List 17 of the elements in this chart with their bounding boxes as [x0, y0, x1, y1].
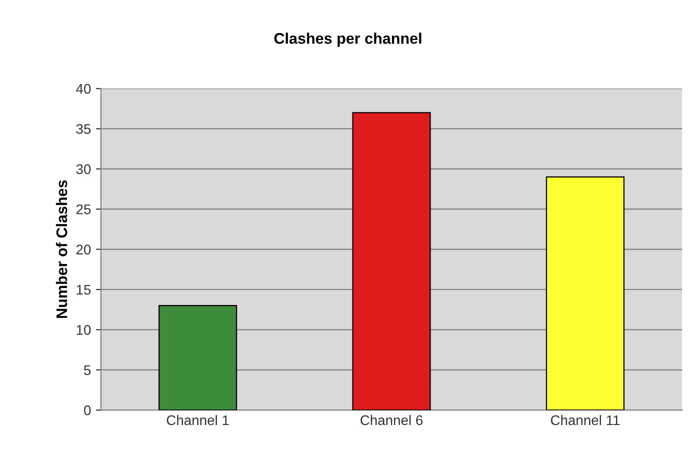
- y-tick-label: 25: [76, 204, 91, 214]
- y-tick-label: 10: [76, 325, 91, 335]
- chart-title: Clashes per channel: [274, 32, 422, 47]
- y-tick-label: 40: [76, 84, 91, 94]
- y-axis-title: Number of Clashes: [56, 180, 68, 318]
- bar: [546, 176, 625, 410]
- y-tick-label: 30: [76, 164, 91, 174]
- y-tick-label: 35: [76, 124, 91, 134]
- y-tick-label: 5: [84, 365, 91, 376]
- x-tick-label: Channel 11: [550, 414, 620, 426]
- bar: [158, 305, 238, 410]
- x-tick-label: Channel 1: [166, 414, 229, 426]
- y-tick-label: 20: [76, 244, 91, 254]
- x-tick-label: Channel 6: [360, 414, 423, 426]
- bar: [352, 112, 431, 410]
- y-tick-label: 0: [84, 405, 91, 416]
- y-tick-label: 15: [76, 284, 91, 295]
